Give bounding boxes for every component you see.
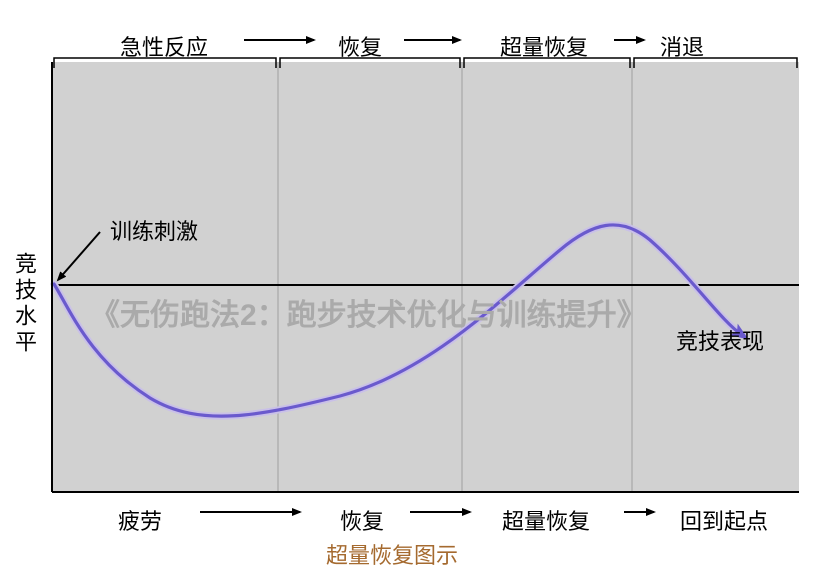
phase-label-supercomp-bot: 超量恢复 bbox=[502, 504, 590, 536]
watermark-text: 《无伤跑法2：跑步技术优化与训练提升》 bbox=[90, 290, 647, 334]
phase-label-recovery-top: 恢复 bbox=[338, 30, 382, 62]
diagram-container: 竞技水平 急性反应 恢复 超量恢复 消退 疲劳 恢复 超量恢复 回到起点 训练刺… bbox=[0, 0, 816, 569]
y-axis-label: 竞技水平 bbox=[8, 252, 40, 356]
phase-label-return: 回到起点 bbox=[680, 504, 768, 536]
phase-label-fatigue: 疲劳 bbox=[118, 504, 162, 536]
phase-label-supercomp-top: 超量恢复 bbox=[500, 30, 588, 62]
performance-result-label: 竞技表现 bbox=[676, 324, 764, 356]
figure-caption: 超量恢复图示 bbox=[326, 538, 458, 570]
training-stimulus-label: 训练刺激 bbox=[110, 214, 198, 246]
diagram-svg bbox=[0, 0, 816, 569]
phase-label-acute: 急性反应 bbox=[120, 30, 208, 62]
phase-label-detraining: 消退 bbox=[660, 30, 704, 62]
phase-label-recovery-bot: 恢复 bbox=[340, 504, 384, 536]
